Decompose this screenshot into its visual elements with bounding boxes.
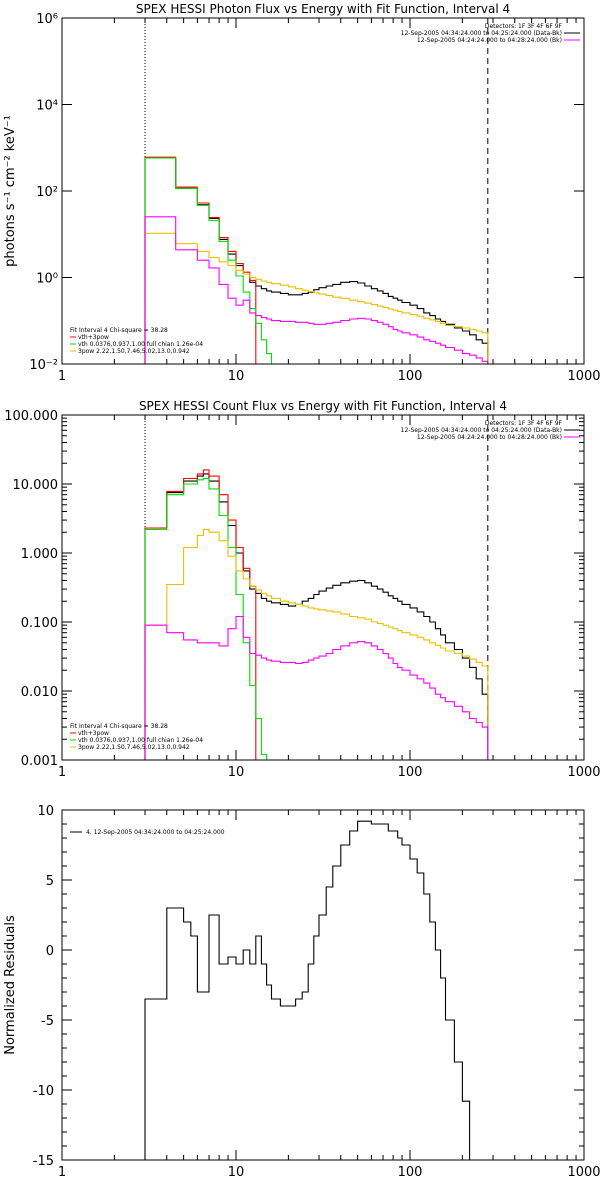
legend-entry-text: 4. 12-Sep-2005 04:34:24.000 to 04:25:24.… bbox=[86, 829, 225, 836]
y-tick-label: 5 bbox=[46, 874, 54, 889]
x-tick-label: 100 bbox=[398, 765, 423, 780]
plot-frame bbox=[61, 809, 585, 1161]
x-tick-label: 100 bbox=[398, 1165, 423, 1180]
plot-frame bbox=[61, 17, 585, 365]
legend-fit-entry: vth+3pow bbox=[78, 334, 109, 341]
legend-entry-text: 12-Sep-2005 04:24:24.000 to 04:28:24.000… bbox=[417, 434, 562, 441]
y-tick-label: 0.100 bbox=[21, 616, 58, 631]
y-tick-label: 10⁴ bbox=[36, 99, 58, 114]
series-line-4 bbox=[144, 528, 489, 760]
y-tick-label: -10 bbox=[33, 1084, 54, 1099]
plot-frame bbox=[61, 414, 585, 761]
y-tick-label: 0 bbox=[46, 944, 54, 959]
x-tick-label: 1000 bbox=[567, 1165, 600, 1180]
series-line-5 bbox=[144, 216, 489, 364]
y-tick-label: 10⁻² bbox=[29, 358, 58, 373]
y-tick-label: 0.001 bbox=[21, 754, 58, 769]
x-tick-label: 1 bbox=[58, 369, 66, 384]
x-tick-label: 1000 bbox=[567, 765, 600, 780]
y-axis-label: photons s⁻¹ cm⁻² keV⁻¹ bbox=[3, 115, 18, 267]
y-tick-label: 10² bbox=[36, 185, 58, 200]
series-line-5 bbox=[144, 615, 489, 760]
legend-fit-entry: 3pow 2.22,1.50,7.46,5.02,13.0,0.942 bbox=[78, 744, 190, 751]
legend-fit: Fit Interval 4 Chi-square = 38.28vth+3po… bbox=[70, 723, 203, 751]
legend-fit-header: Fit Interval 4 Chi-square = 38.28 bbox=[70, 723, 168, 730]
legend-top: 4. 12-Sep-2005 04:34:24.000 to 04:25:24.… bbox=[70, 829, 225, 836]
y-tick-label: -15 bbox=[33, 1154, 54, 1169]
x-tick-label: 1000 bbox=[567, 369, 600, 384]
legend-header: Detectors: 1F 3F 4F 6F 9F bbox=[485, 23, 563, 30]
x-tick-label: 10 bbox=[228, 765, 245, 780]
y-tick-label: -5 bbox=[41, 1014, 54, 1029]
x-tick-label: 100 bbox=[398, 369, 423, 384]
x-tick-label: 1 bbox=[58, 765, 66, 780]
x-tick-label: 1 bbox=[58, 1165, 66, 1180]
series-line-2 bbox=[144, 469, 257, 760]
y-tick-label: 10⁶ bbox=[36, 12, 58, 27]
legend-fit-entry: vth+3pow bbox=[78, 730, 109, 737]
y-tick-label: 10.000 bbox=[13, 478, 59, 493]
chart-title: SPEX HESSI Photon Flux vs Energy with Fi… bbox=[136, 2, 510, 16]
y-axis-label: Normalized Residuals bbox=[3, 915, 18, 1055]
legend-fit: Fit Interval 4 Chi-square = 38.28vth+3po… bbox=[70, 327, 203, 355]
y-tick-label: 0.010 bbox=[21, 685, 58, 700]
legend-fit-header: Fit Interval 4 Chi-square = 38.28 bbox=[70, 327, 168, 334]
y-tick-label: 10 bbox=[37, 804, 54, 819]
legend-entry-text: 12-Sep-2005 04:24:24.000 to 04:28:24.000… bbox=[417, 37, 562, 44]
series-line-1 bbox=[144, 473, 489, 760]
series-line-3 bbox=[144, 477, 268, 760]
legend-fit-entry: 3pow 2.22,1.50,7.46,5.02,13.0,0.942 bbox=[78, 348, 190, 355]
series-line-3 bbox=[144, 157, 273, 364]
series-line-1 bbox=[144, 820, 488, 1160]
series-line-1 bbox=[144, 157, 489, 364]
y-tick-label: 10⁰ bbox=[36, 272, 58, 287]
legend-header: Detectors: 1F 3F 4F 6F 9F bbox=[485, 420, 563, 427]
x-tick-label: 10 bbox=[228, 1165, 245, 1180]
legend-entry-text: 12-Sep-2005 04:34:24.000 to 04:25:24.000… bbox=[401, 30, 562, 37]
legend-fit-entry: vth 0.0376,0.937,1.00 full chian 1.26e-0… bbox=[78, 737, 203, 744]
chart-panel-1: SPEX HESSI Photon Flux vs Energy with Fi… bbox=[3, 2, 600, 384]
legend-fit-entry: vth 0.0376,0.937,1.00 full chian 1.26e-0… bbox=[78, 341, 203, 348]
x-tick-label: 10 bbox=[228, 369, 245, 384]
series-line-4 bbox=[144, 232, 489, 364]
y-tick-label: 1.000 bbox=[21, 547, 58, 562]
chart-title: SPEX HESSI Count Flux vs Energy with Fit… bbox=[139, 399, 507, 413]
chart-panel-3: Normalized Residuals 1 10 100 1000 -15 -10 -5 0 5… bbox=[3, 804, 600, 1180]
y-tick-label: 100.000 bbox=[4, 409, 58, 424]
chart-panel-2: SPEX HESSI Count Flux vs Energy with Fit… bbox=[4, 399, 600, 780]
legend-entry-text: 12-Sep-2005 04:34:24.000 to 04:25:24.000… bbox=[401, 427, 562, 434]
